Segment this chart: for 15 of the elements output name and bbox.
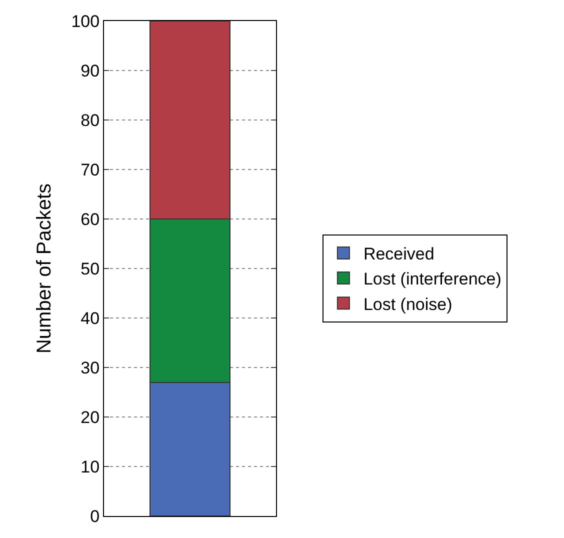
y-tick-label: 70 [80,160,100,180]
legend-label: Lost (noise) [363,294,452,314]
y-axis-title: Number of Packets [34,183,56,354]
y-tick-label: 60 [80,210,100,229]
y-tick-label: 80 [80,110,100,130]
y-tick-label: 30 [80,358,100,378]
y-tick-label: 50 [80,259,100,278]
y-tick-label: 90 [80,61,100,80]
legend-label: Received [363,244,434,264]
y-tick-label: 0 [90,506,100,526]
y-tick-label: 10 [80,457,100,476]
y-tick-label: 40 [80,308,100,328]
legend-label: Lost (interference) [363,270,502,289]
y-tick-label: 20 [80,408,100,427]
y-tick-label: 100 [71,12,100,31]
